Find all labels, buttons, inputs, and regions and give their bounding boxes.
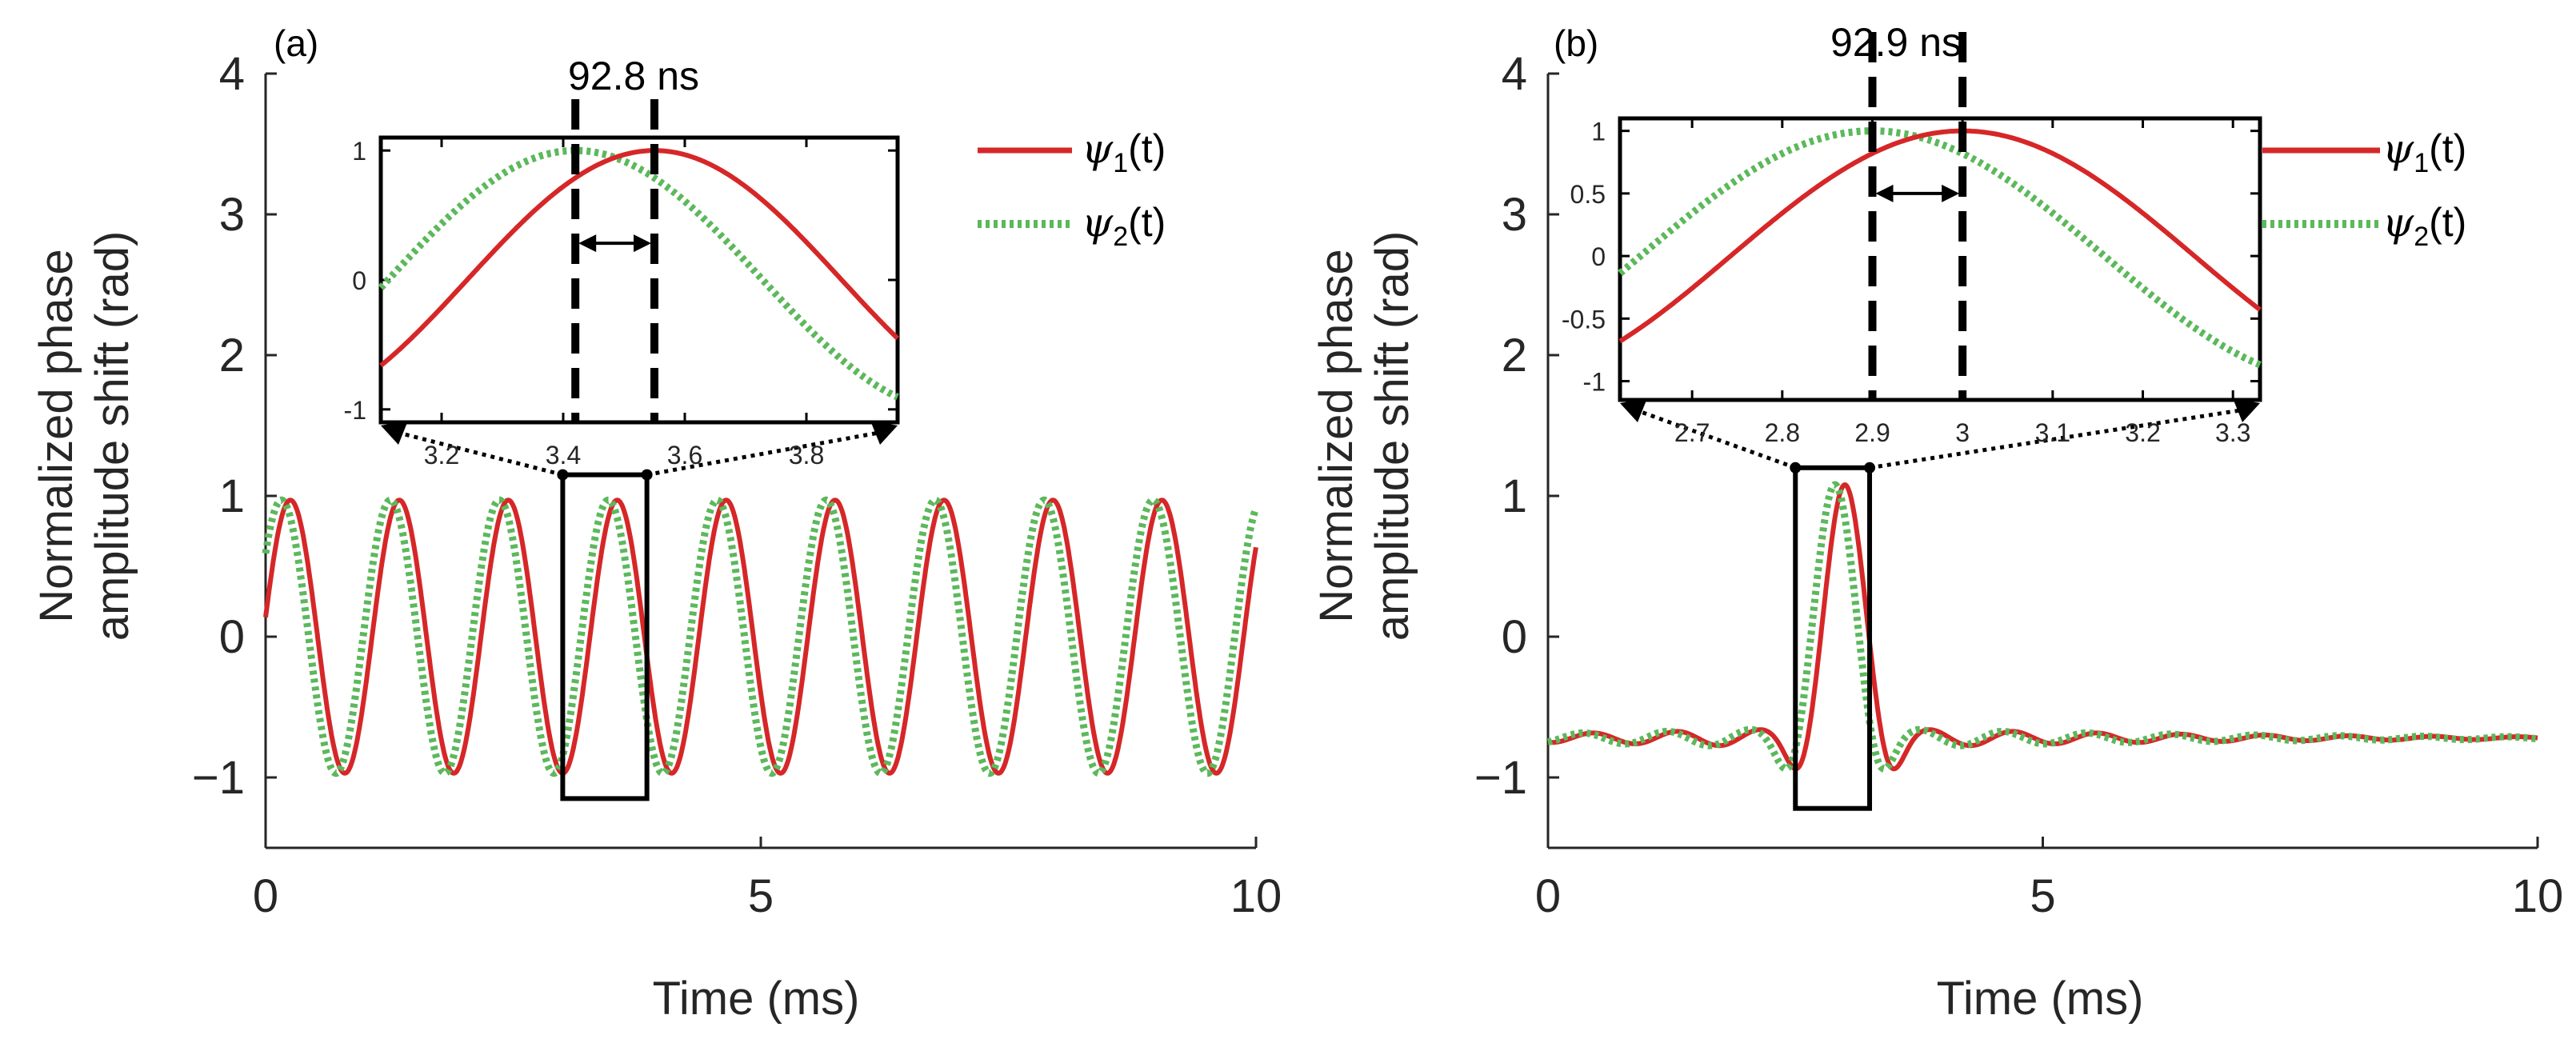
y-tick-label: −1 [192, 752, 245, 804]
inset-frame [378, 135, 900, 425]
y-tick-label: 0 [219, 611, 245, 663]
x-tick-label: 10 [1230, 870, 1282, 922]
inset-y-tick-label: 1 [352, 137, 366, 166]
connector-arrow-left [381, 421, 408, 445]
inset-y-tick-label: 0 [352, 266, 366, 295]
inset-x-tick-label: 2.9 [1854, 418, 1890, 447]
zoom-box [1793, 465, 1873, 811]
x-tick-label: 0 [253, 870, 278, 922]
y-tick-label: 3 [219, 189, 245, 241]
panel-a-inset: -1 0 1 3.2 3.4 3.6 3.8 [344, 99, 900, 470]
legend-b-psi1-label: ψ1(t) [2382, 126, 2466, 178]
inset-series-psi1 [1618, 128, 2262, 344]
y-tick-label: 2 [219, 330, 245, 382]
inset-series-psi2 [378, 146, 899, 401]
delay-arrowhead-left [1875, 184, 1894, 202]
inset-x-tick-label: 3.2 [2125, 418, 2160, 447]
legend-a-psi1-label: ψ1(t) [1082, 126, 1166, 178]
x-tick-label: 10 [2512, 870, 2564, 922]
inset-x-tick-label: 3.8 [789, 441, 824, 470]
panel-b-tag: (b) [1554, 22, 1598, 64]
legend-a-psi2-label: ψ2(t) [1082, 199, 1166, 252]
x-tick-label: 5 [748, 870, 774, 922]
x-tick-label: 0 [1535, 870, 1561, 922]
delay-arrowhead-right [634, 234, 651, 253]
inset-x-tick-label: 3.2 [424, 441, 459, 470]
inset-frame [1618, 116, 2262, 402]
inset-y-tick-label: 1 [1591, 118, 1606, 146]
inset-y-tick-label: -1 [1583, 368, 1606, 397]
panel-a-ylabel-line2: amplitude shift (rad) [86, 231, 138, 641]
zoom-connector-right [1869, 407, 2246, 470]
panel-a-delay-label: 92.8 ns [568, 54, 699, 98]
y-tick-label: 1 [219, 470, 245, 522]
panel-a-series [262, 496, 1260, 777]
y-tick-label: 1 [1502, 470, 1527, 522]
panel-a-tag: (a) [274, 22, 318, 64]
inset-x-tick-label: 3.6 [667, 441, 702, 470]
connector-arrow-left [1620, 398, 1647, 422]
y-tick-label: 3 [1502, 189, 1527, 241]
panel-b-inset: -1 -0.5 0 0.5 1 2.7 2.8 2.9 3 3.1 3.2 3.3 [1562, 32, 2262, 447]
inset-y-tick-label: 0.5 [1570, 180, 1606, 209]
panel-b-series [1547, 481, 2538, 773]
x-tick-label: 5 [2030, 870, 2055, 922]
panel-a-zoom [381, 421, 898, 801]
inset-y-tick-label: -1 [344, 396, 366, 425]
panel-b-zoom [1620, 398, 2260, 811]
inset-x-tick-label: 3.3 [2215, 418, 2250, 447]
panel-a-xlabel: Time (ms) [653, 973, 860, 1025]
panel-a: (a) Normalized phase amplitude shift (ra… [30, 22, 1282, 1025]
series-line-psi1 [1547, 482, 2538, 772]
y-tick-label: 4 [1502, 48, 1527, 100]
y-tick-label: 0 [1502, 611, 1527, 663]
inset-y-tick-label: 0 [1591, 242, 1606, 271]
panel-b-ylabel-line1: Normalized phase [1310, 249, 1362, 622]
series-line-psi1 [263, 498, 1258, 776]
y-tick-label: 2 [1502, 330, 1527, 382]
panel-a-ylabel-line1: Normalized phase [30, 249, 82, 622]
inset-x-tick-label: 2.7 [1674, 418, 1710, 447]
series-line-psi2 [1547, 481, 2538, 773]
panel-b-ylabel-line2: amplitude shift (rad) [1366, 231, 1418, 641]
zoom-connector-left [1634, 407, 1797, 470]
delay-arrowhead-right [1942, 184, 1960, 202]
inset-x-tick-label: 3.4 [546, 441, 581, 470]
legend-b-psi2-label: ψ2(t) [2382, 199, 2466, 252]
panel-b-xlabel: Time (ms) [1937, 973, 2144, 1025]
inset-x-tick-label: 3 [1955, 418, 1970, 447]
delay-arrowhead-left [578, 234, 597, 253]
panel-b-delay-label: 92.9 ns [1830, 20, 1962, 65]
zoom-connector-left [394, 430, 564, 478]
y-tick-label: 4 [219, 48, 245, 100]
zoom-box [560, 472, 650, 801]
connector-arrow-right [2233, 398, 2260, 422]
inset-x-tick-label: 2.8 [1765, 418, 1800, 447]
connector-arrow-right [870, 421, 898, 445]
inset-x-tick-label: 3.1 [2035, 418, 2070, 447]
inset-y-tick-label: -0.5 [1562, 305, 1606, 334]
inset-series-psi1 [379, 148, 900, 368]
panel-b: (b) Normalized phase amplitude shift (ra… [1310, 20, 2563, 1025]
panel-b-legend: ψ1(t) ψ2(t) [2262, 126, 2466, 252]
inset-series-psi2 [1618, 127, 2262, 369]
panel-a-legend: ψ1(t) ψ2(t) [978, 126, 1166, 252]
y-tick-label: −1 [1474, 752, 1527, 804]
